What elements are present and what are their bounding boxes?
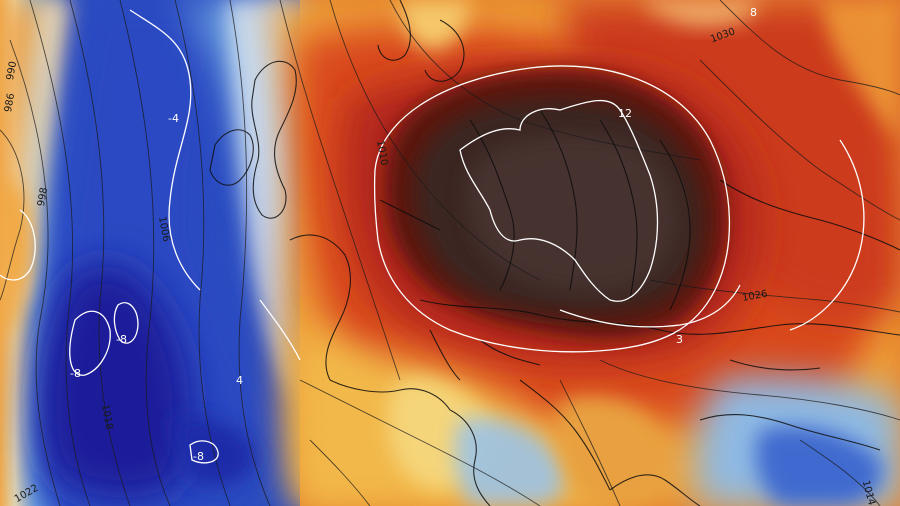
- isotherm-label-group: -4 -8 -8 -8 12 8 3 4: [70, 6, 757, 463]
- south-field: [294, 0, 900, 506]
- isotherm-label-minus-8-c: -8: [193, 450, 204, 463]
- isotherm-label-minus-8-a: -8: [70, 367, 81, 380]
- isotherm-label-minus-8-b: -8: [116, 333, 127, 346]
- isobar-label-1018: 1018: [99, 404, 114, 431]
- isotherm-label-12: 12: [618, 107, 632, 120]
- isotherm-label-4: 4: [236, 374, 243, 387]
- isotherms: [0, 9, 865, 464]
- isobar-label-1006: 1006: [156, 216, 171, 243]
- isotherm-label-3: 3: [676, 333, 683, 346]
- isobar-label-986: 986: [3, 92, 17, 113]
- isotherm-label-8: 8: [750, 6, 757, 19]
- isobar-label-1010: 1010: [374, 139, 389, 166]
- isobar-label-990: 990: [5, 60, 19, 81]
- isobar-label-998: 998: [36, 187, 50, 208]
- isotherm-label-minus-4: -4: [168, 112, 179, 125]
- coastlines-borders: [209, 0, 900, 506]
- isobar-label-1026: 1026: [741, 289, 768, 304]
- cold-field: [0, 0, 300, 506]
- extreme-heat-core: [385, 70, 726, 339]
